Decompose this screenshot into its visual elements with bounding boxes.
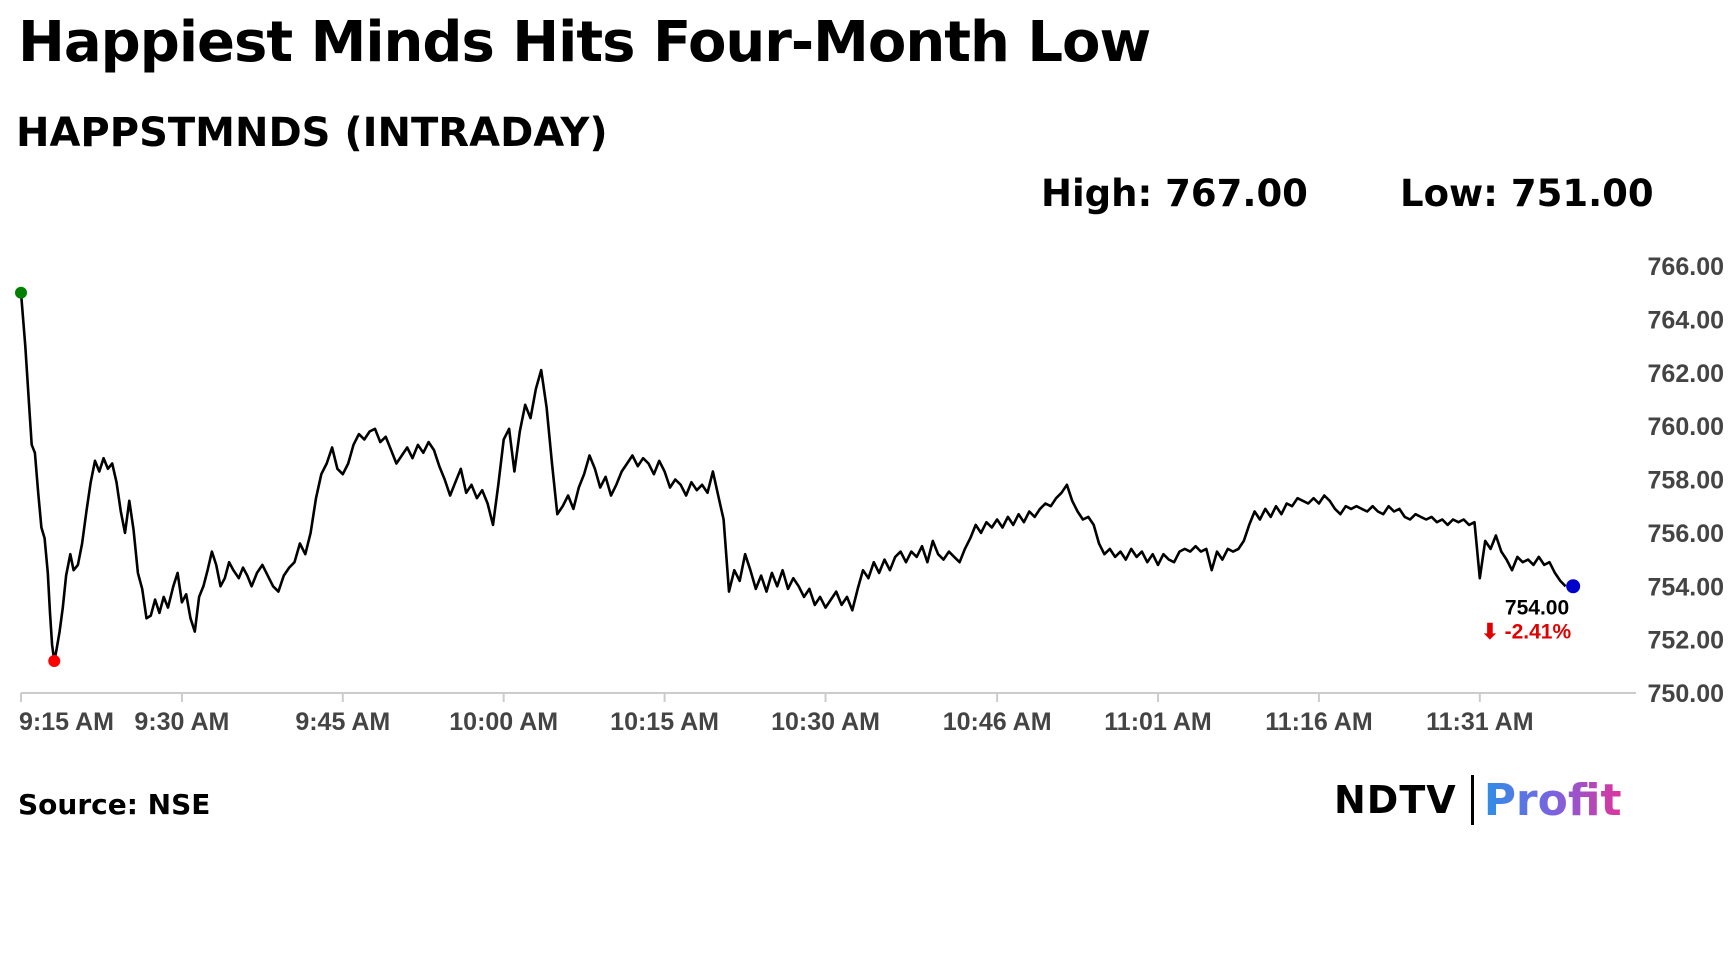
x-tick-label: 11:01 AM (1104, 708, 1211, 736)
x-tick-label: 10:46 AM (943, 708, 1052, 736)
source-note: Source: NSE (18, 788, 211, 821)
x-tick-label: 9:15 AM (19, 708, 114, 736)
y-tick-label: 756.00 (1648, 520, 1724, 548)
y-tick-label: 762.00 (1648, 360, 1724, 388)
y-tick-label: 766.00 (1648, 253, 1724, 281)
day-high-label: High: 767.00 (1041, 172, 1308, 215)
x-tick-label: 10:30 AM (771, 708, 880, 736)
intraday-price-chart: 766.00 764.00 762.00 760.00 758.00 756.00 754.… (15, 253, 1724, 736)
last-price-label: 754.00 (1505, 596, 1569, 619)
x-tick-label: 11:16 AM (1265, 708, 1372, 736)
ndtv-profit-logo: NDTV Profit (1334, 772, 1622, 828)
day-low-marker (48, 654, 61, 667)
x-axis-ticks: 9:15 AM 9:30 AM 9:45 AM 10:00 AM 10:15 AM 10:… (19, 693, 1534, 736)
y-tick-label: 754.00 (1648, 573, 1724, 601)
logo-ndtv-text: NDTV (1334, 778, 1457, 822)
x-tick-label: 10:15 AM (610, 708, 719, 736)
logo-profit-text: Profit (1483, 774, 1622, 826)
x-tick-label: 9:30 AM (134, 708, 229, 736)
logo-divider (1470, 775, 1474, 825)
y-tick-label: 760.00 (1648, 413, 1724, 441)
price-change-label: ⬇ -2.41% (1481, 620, 1571, 643)
chart-subtitle: HAPPSTMNDS (INTRADAY) (16, 110, 608, 156)
y-axis-ticks: 766.00 764.00 762.00 760.00 758.00 756.00 754.… (1648, 253, 1724, 708)
chart-title: Happiest Minds Hits Four-Month Low (18, 10, 1151, 75)
x-tick-label: 10:00 AM (449, 708, 558, 736)
y-tick-label: 750.00 (1648, 680, 1724, 708)
price-series-line (19, 292, 1567, 663)
y-tick-label: 764.00 (1648, 306, 1724, 334)
y-tick-label: 752.00 (1648, 627, 1724, 655)
x-tick-label: 9:45 AM (295, 708, 390, 736)
day-low-label: Low: 751.00 (1400, 172, 1654, 215)
last-price-marker (1566, 579, 1581, 594)
y-tick-label: 758.00 (1648, 467, 1724, 495)
x-tick-label: 11:31 AM (1426, 708, 1533, 736)
open-price-marker (15, 286, 27, 299)
